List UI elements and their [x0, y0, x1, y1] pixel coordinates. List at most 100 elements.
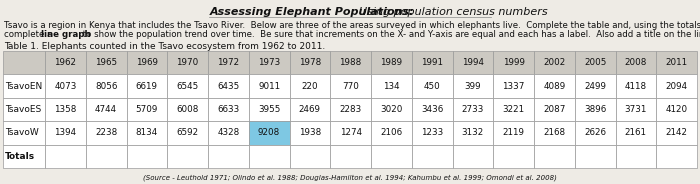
Text: 2626: 2626 — [584, 128, 606, 137]
Text: TsavoEN: TsavoEN — [5, 82, 42, 91]
Text: 2161: 2161 — [625, 128, 647, 137]
Bar — [127, 98, 167, 121]
Bar — [248, 98, 290, 121]
Text: 1973: 1973 — [258, 58, 280, 67]
Bar — [330, 145, 371, 168]
Bar — [575, 145, 615, 168]
Bar — [615, 121, 657, 145]
Text: Using population census numbers: Using population census numbers — [352, 7, 547, 17]
Text: 6435: 6435 — [217, 82, 239, 91]
Text: 1991: 1991 — [421, 58, 443, 67]
Bar — [657, 51, 697, 74]
Text: 3896: 3896 — [584, 105, 606, 114]
Text: 220: 220 — [302, 82, 318, 91]
Bar — [452, 121, 493, 145]
Text: 1978: 1978 — [299, 58, 321, 67]
Text: Tsavo is a region in Kenya that includes the Tsavo River.  Below are three of th: Tsavo is a region in Kenya that includes… — [4, 21, 700, 30]
Text: 1233: 1233 — [421, 128, 443, 137]
Bar — [45, 51, 85, 74]
Bar — [3, 145, 45, 168]
Bar — [534, 51, 575, 74]
Text: 2011: 2011 — [666, 58, 687, 67]
Bar — [534, 121, 575, 145]
Text: 4120: 4120 — [666, 105, 687, 114]
Bar — [615, 74, 657, 98]
Text: 3020: 3020 — [380, 105, 402, 114]
Bar — [575, 74, 615, 98]
Text: 8134: 8134 — [136, 128, 158, 137]
Bar — [248, 51, 290, 74]
Bar — [167, 121, 208, 145]
Bar — [85, 51, 127, 74]
Text: 3731: 3731 — [624, 105, 647, 114]
Bar — [371, 121, 412, 145]
Bar — [208, 145, 248, 168]
Bar — [208, 74, 248, 98]
Text: 2106: 2106 — [380, 128, 402, 137]
Text: 2283: 2283 — [340, 105, 362, 114]
Text: 5709: 5709 — [136, 105, 158, 114]
Text: 1274: 1274 — [340, 128, 362, 137]
Text: 2002: 2002 — [543, 58, 566, 67]
Text: to show the population trend over time.  Be sure that increments on the X- and Y: to show the population trend over time. … — [80, 30, 700, 39]
Bar — [85, 98, 127, 121]
Bar — [452, 51, 493, 74]
Bar — [615, 145, 657, 168]
Text: line graph: line graph — [41, 30, 91, 39]
Text: TsavoES: TsavoES — [5, 105, 41, 114]
Text: 1972: 1972 — [217, 58, 239, 67]
Bar — [534, 98, 575, 121]
Bar — [3, 98, 45, 121]
Text: 134: 134 — [383, 82, 400, 91]
Bar — [657, 145, 697, 168]
Text: 1337: 1337 — [503, 82, 525, 91]
Text: 2094: 2094 — [666, 82, 687, 91]
Text: 399: 399 — [465, 82, 481, 91]
Bar — [45, 145, 85, 168]
Text: (Source - Leuthold 1971; Olindo et al. 1988; Douglas-Hamilton et al. 1994; Kahum: (Source - Leuthold 1971; Olindo et al. 1… — [143, 174, 557, 181]
Text: 9208: 9208 — [258, 128, 280, 137]
Text: 1358: 1358 — [54, 105, 76, 114]
Bar — [290, 98, 330, 121]
Bar — [657, 121, 697, 145]
Bar — [290, 74, 330, 98]
Bar — [290, 145, 330, 168]
Bar — [248, 145, 290, 168]
Text: 4073: 4073 — [54, 82, 76, 91]
Bar — [85, 74, 127, 98]
Text: 2499: 2499 — [584, 82, 606, 91]
Text: 6545: 6545 — [176, 82, 199, 91]
Text: 2005: 2005 — [584, 58, 606, 67]
Bar — [534, 145, 575, 168]
Text: 1970: 1970 — [176, 58, 199, 67]
Bar — [412, 74, 452, 98]
Text: 1962: 1962 — [55, 58, 76, 67]
Bar — [127, 74, 167, 98]
Bar — [494, 74, 534, 98]
Bar — [330, 121, 371, 145]
Text: 1988: 1988 — [340, 58, 362, 67]
Bar — [167, 51, 208, 74]
Bar — [452, 98, 493, 121]
Bar — [167, 98, 208, 121]
Bar — [412, 145, 452, 168]
Text: 3221: 3221 — [503, 105, 525, 114]
Bar — [45, 98, 85, 121]
Bar — [290, 51, 330, 74]
Text: 2469: 2469 — [299, 105, 321, 114]
Text: 770: 770 — [342, 82, 359, 91]
Bar — [45, 74, 85, 98]
Text: 1999: 1999 — [503, 58, 524, 67]
Text: 6008: 6008 — [176, 105, 199, 114]
Text: 1994: 1994 — [462, 58, 484, 67]
Bar — [85, 121, 127, 145]
Bar — [3, 51, 45, 74]
Bar — [330, 74, 371, 98]
Bar — [575, 98, 615, 121]
Bar — [452, 74, 493, 98]
Bar — [167, 74, 208, 98]
Text: 1394: 1394 — [55, 128, 76, 137]
Bar — [575, 121, 615, 145]
Bar — [371, 51, 412, 74]
Bar — [3, 74, 45, 98]
